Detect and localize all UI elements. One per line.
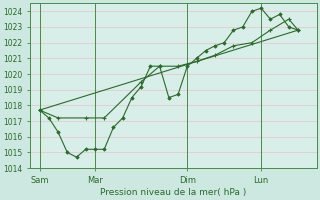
- X-axis label: Pression niveau de la mer( hPa ): Pression niveau de la mer( hPa ): [100, 188, 247, 197]
